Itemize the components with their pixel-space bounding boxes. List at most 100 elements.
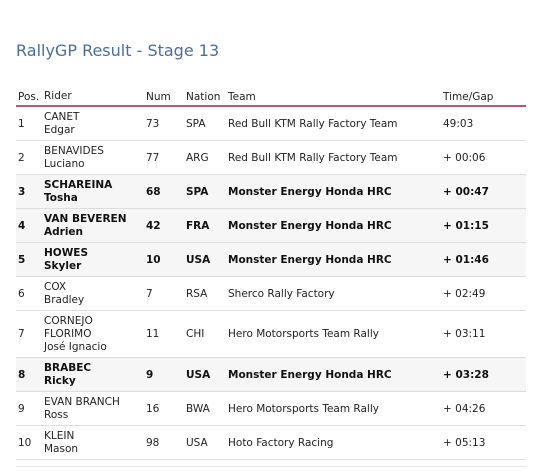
- cell-pos: 2: [18, 151, 25, 164]
- cell-nation: USA: [186, 253, 211, 266]
- cell-rider: CANET Edgar: [44, 111, 146, 137]
- cell-num: 11: [146, 328, 160, 340]
- cell-nation: USA: [186, 368, 211, 381]
- cell-time: + 01:46: [443, 253, 489, 266]
- cell-num: 16: [146, 402, 160, 415]
- rider-name-line: HOWES: [44, 246, 89, 259]
- rider-name-line: Mason: [44, 442, 79, 455]
- cell-time: + 01:15: [443, 219, 489, 232]
- page-title: RallyGP Result - Stage 13: [16, 41, 220, 60]
- table-header: Pos. Rider Num Nation Team Time/Gap: [16, 88, 526, 107]
- cell-num: 98: [146, 436, 160, 449]
- cell-pos: 5: [18, 253, 26, 266]
- table-row: 4 VAN BEVEREN Adrien 42 FRA Monster Energy Ho…: [16, 209, 526, 243]
- cell-num: 73: [146, 117, 160, 130]
- cell-team: Monster Energy Honda HRC: [228, 368, 392, 381]
- table-row: 7 CORNEJO FLORIMO José Ignacio 11 CHI Hero Mot…: [16, 311, 526, 358]
- header-rider: Rider: [44, 90, 72, 102]
- cell-nation: RSA: [186, 287, 208, 300]
- table-row: 10 KLEIN Mason 98 USA Hoto Factory Racing + 05…: [16, 426, 526, 460]
- table-row: 9 EVAN BRANCH Ross 16 BWA Hero Motorsports Te…: [16, 392, 526, 426]
- cell-num: 42: [146, 219, 161, 232]
- rider-name-line: Adrien: [44, 225, 84, 238]
- header-time: Time/Gap: [443, 90, 494, 103]
- cell-team: Red Bull KTM Rally Factory Team: [228, 117, 398, 130]
- cell-num: 10: [146, 253, 161, 266]
- rider-name-line: Luciano: [44, 157, 85, 170]
- table-row: 6 COX Bradley 7 RSA Sherco Rally Factory + 02:…: [16, 277, 526, 311]
- rider-name-line: SCHAREINA: [44, 178, 113, 191]
- rider-name-line: Ross: [44, 408, 69, 421]
- cell-num: 68: [146, 185, 161, 198]
- cell-pos: 4: [18, 219, 26, 232]
- header-num: Num: [146, 90, 171, 103]
- cell-pos: 7: [18, 328, 25, 340]
- table-body: 1 CANET Edgar 73 SPA Red Bull KTM Rally Facto…: [16, 107, 526, 460]
- rider-name-line: CANET: [44, 110, 80, 123]
- cell-time: + 02:49: [443, 287, 486, 300]
- cell-num: 7: [146, 287, 153, 300]
- rider-name-line: VAN BEVEREN: [44, 212, 127, 225]
- cell-num: 77: [146, 151, 160, 164]
- cell-nation: FRA: [186, 219, 210, 232]
- cell-team: Red Bull KTM Rally Factory Team: [228, 151, 398, 164]
- cell-time: 49:03: [443, 117, 474, 130]
- cell-time: + 00:06: [443, 151, 486, 164]
- cell-nation: USA: [186, 436, 208, 449]
- rider-name-line: EVAN BRANCH: [44, 395, 120, 408]
- cell-num: 9: [146, 368, 154, 381]
- cell-rider: CORNEJO FLORIMO José Ignacio: [44, 315, 146, 354]
- rider-name-line: COX: [44, 280, 67, 293]
- cell-time: + 00:47: [443, 185, 489, 198]
- table-row: 8 BRABEC Ricky 9 USA Monster Energy Honda HRC…: [16, 358, 526, 392]
- results-table: Pos. Rider Num Nation Team Time/Gap 1 CAN…: [16, 88, 526, 460]
- cell-nation: SPA: [186, 185, 209, 198]
- rider-name-line: Ricky: [44, 374, 76, 387]
- cell-team: Monster Energy Honda HRC: [228, 219, 392, 232]
- cell-time: + 05:13: [443, 436, 486, 449]
- cell-time: + 04:26: [443, 402, 486, 415]
- rider-name-line: Skyler: [44, 259, 82, 272]
- cell-team: Sherco Rally Factory: [228, 287, 335, 300]
- cell-rider: VAN BEVEREN Adrien: [44, 213, 146, 239]
- cell-nation: BWA: [186, 402, 210, 415]
- rider-name-line: Bradley: [44, 293, 85, 306]
- cell-rider: SCHAREINA Tosha: [44, 179, 146, 205]
- cell-pos: 3: [18, 185, 26, 198]
- cell-nation: SPA: [186, 117, 206, 130]
- cell-time: + 03:28: [443, 368, 489, 381]
- table-row: 3 SCHAREINA Tosha 68 SPA Monster Energy Honda…: [16, 175, 526, 209]
- header-team: Team: [228, 90, 256, 103]
- cell-rider: COX Bradley: [44, 281, 146, 307]
- rider-name-line: KLEIN: [44, 429, 75, 442]
- cell-rider: HOWES Skyler: [44, 247, 146, 273]
- cell-nation: CHI: [186, 328, 205, 340]
- cell-pos: 1: [18, 117, 25, 130]
- cell-rider: BRABEC Ricky: [44, 362, 146, 388]
- cell-rider: BENAVIDES Luciano: [44, 145, 146, 171]
- cell-time: + 03:11: [443, 328, 486, 340]
- cell-rider: KLEIN Mason: [44, 430, 146, 456]
- cell-team: Hero Motorsports Team Rally: [228, 328, 379, 340]
- cell-rider: EVAN BRANCH Ross: [44, 396, 146, 422]
- cell-pos: 8: [18, 368, 26, 381]
- cell-team: Monster Energy Honda HRC: [228, 185, 392, 198]
- table-row: 1 CANET Edgar 73 SPA Red Bull KTM Rally Facto…: [16, 107, 526, 141]
- rider-name-line: José Ignacio: [44, 340, 107, 353]
- rider-name-line: Tosha: [44, 191, 78, 204]
- cell-pos: 6: [18, 287, 25, 300]
- cell-team: Hero Motorsports Team Rally: [228, 402, 379, 415]
- rider-name-line: Edgar: [44, 123, 75, 136]
- rider-name-line: FLORIMO: [44, 327, 92, 340]
- rider-name-line: BRABEC: [44, 361, 92, 374]
- rider-name-line: CORNEJO: [44, 314, 93, 327]
- cell-pos: 10: [18, 436, 32, 449]
- table-end-divider: [16, 466, 526, 467]
- cell-team: Hoto Factory Racing: [228, 436, 334, 449]
- header-nation: Nation: [186, 90, 221, 103]
- cell-team: Monster Energy Honda HRC: [228, 253, 392, 266]
- rider-name-line: BENAVIDES: [44, 144, 104, 157]
- header-pos: Pos.: [18, 90, 40, 103]
- cell-nation: ARG: [186, 151, 209, 164]
- table-row: 2 BENAVIDES Luciano 77 ARG Red Bull KTM Rally…: [16, 141, 526, 175]
